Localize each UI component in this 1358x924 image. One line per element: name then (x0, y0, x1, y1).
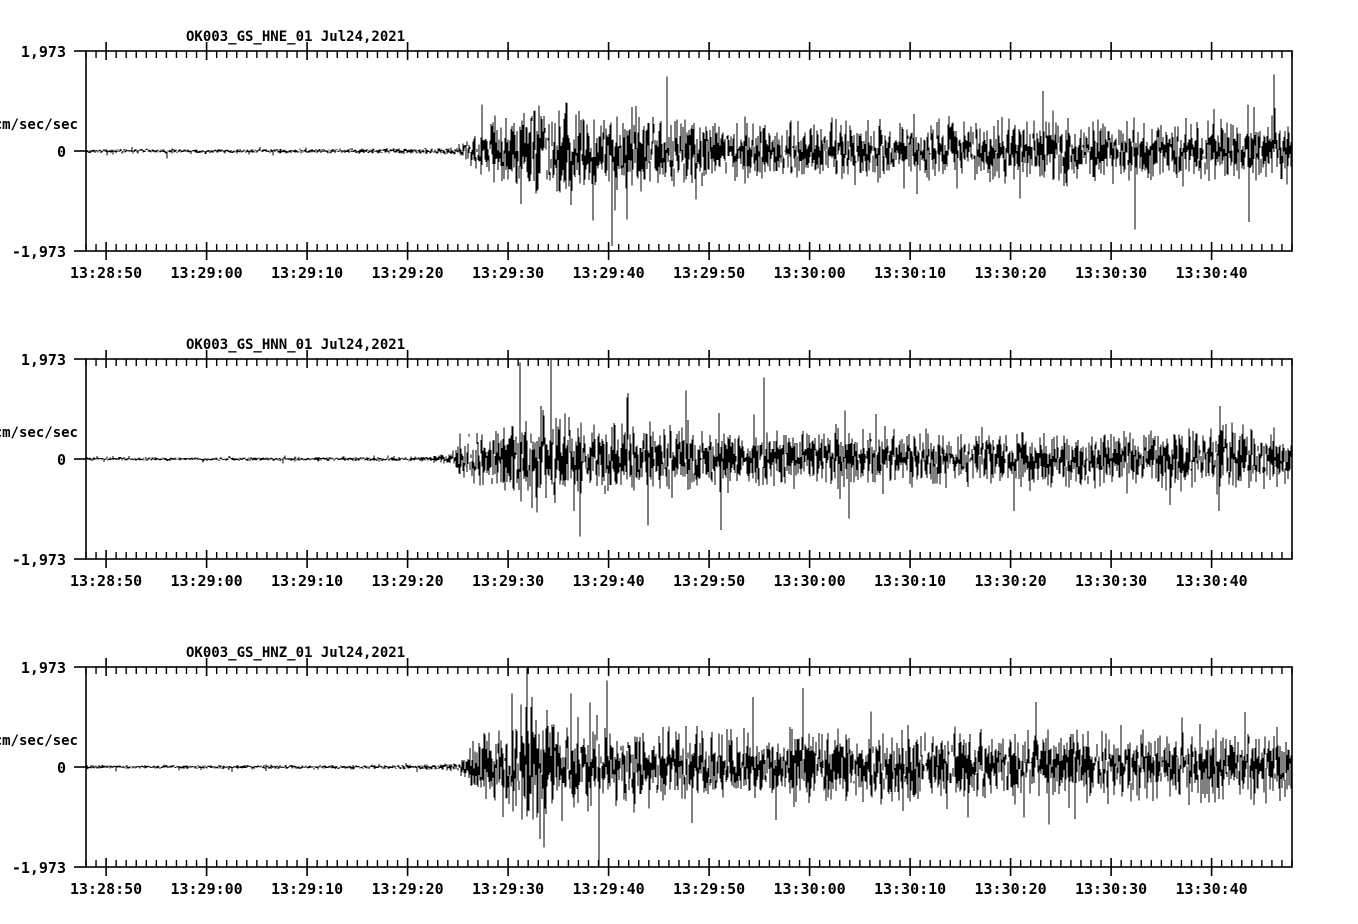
x-tick-label: 13:29:50 (673, 264, 745, 282)
x-tick-label: 13:29:10 (271, 572, 343, 590)
x-tick-labels: 13:28:50 13:29:00 13:29:10 13:29:20 13:29:30… (70, 264, 1248, 282)
x-tick-label: 13:29:00 (170, 264, 242, 282)
x-tick-label: 13:28:50 (70, 572, 142, 590)
panel-hne-svg: 13:28:50 13:29:00 13:29:10 13:29:20 13:29:30… (0, 29, 1293, 282)
x-tick-label: 13:28:50 (70, 264, 142, 282)
y-zero-label: 0 (57, 451, 66, 469)
x-tick-label: 13:29:10 (271, 880, 343, 898)
y-axis-units: cm/sec/sec (0, 117, 78, 133)
x-axis-ticks (85, 42, 1293, 260)
x-tick-label: 13:29:30 (472, 572, 544, 590)
seismic-trace (85, 360, 1293, 537)
x-tick-label: 13:29:20 (371, 572, 443, 590)
waveform-panel-hne: 13:28:50 13:29:00 13:29:10 13:29:20 13:29:30… (0, 0, 1358, 308)
y-zero-label: 0 (57, 759, 66, 777)
x-tick-label: 13:30:30 (1075, 572, 1147, 590)
x-tick-label: 13:29:40 (572, 880, 644, 898)
x-tick-label: 13:29:40 (572, 572, 644, 590)
x-tick-label: 13:29:20 (371, 880, 443, 898)
x-tick-label: 13:29:20 (371, 264, 443, 282)
y-axis-units: cm/sec/sec (0, 425, 78, 441)
x-tick-label: 13:30:10 (874, 880, 946, 898)
x-tick-label: 13:28:50 (70, 880, 142, 898)
y-min-label: -1,973 (12, 859, 66, 877)
x-tick-label: 13:29:30 (472, 264, 544, 282)
y-axis-units: cm/sec/sec (0, 733, 78, 749)
y-axis-ticks (74, 50, 86, 252)
x-tick-labels: 13:28:50 13:29:00 13:29:10 13:29:20 13:29:30… (70, 572, 1248, 590)
y-min-label: -1,973 (12, 243, 66, 261)
x-tick-label: 13:30:20 (974, 880, 1046, 898)
waveform-panel-hnn: 13:28:50 13:29:00 13:29:10 13:29:20 13:29:30… (0, 308, 1358, 616)
plot-title: OK003_GS_HNE_01 Jul24,2021 (186, 29, 405, 45)
x-tick-label: 13:29:10 (271, 264, 343, 282)
y-max-label: 1,973 (21, 43, 66, 61)
x-tick-label: 13:30:30 (1075, 264, 1147, 282)
x-tick-label: 13:29:00 (170, 572, 242, 590)
y-max-label: 1,973 (21, 659, 66, 677)
y-max-label: 1,973 (21, 351, 66, 369)
y-zero-label: 0 (57, 143, 66, 161)
plot-title: OK003_GS_HNN_01 Jul24,2021 (186, 337, 405, 353)
x-tick-label: 13:30:00 (773, 572, 845, 590)
x-axis-ticks (85, 658, 1293, 876)
x-tick-label: 13:30:00 (773, 880, 845, 898)
plot-title: OK003_GS_HNZ_01 Jul24,2021 (186, 645, 405, 661)
x-tick-label: 13:30:10 (874, 264, 946, 282)
x-tick-label: 13:29:40 (572, 264, 644, 282)
y-axis-ticks (74, 666, 86, 868)
x-tick-label: 13:30:20 (974, 264, 1046, 282)
x-tick-labels: 13:28:50 13:29:00 13:29:10 13:29:20 13:29:30… (70, 880, 1248, 898)
x-tick-label: 13:30:10 (874, 572, 946, 590)
x-tick-label: 13:30:40 (1175, 264, 1247, 282)
x-tick-label: 13:30:30 (1075, 880, 1147, 898)
panel-hnn-svg: 13:28:50 13:29:00 13:29:10 13:29:20 13:29:30… (0, 337, 1293, 590)
x-tick-label: 13:30:20 (974, 572, 1046, 590)
panel-hnz-svg: 13:28:50 13:29:00 13:29:10 13:29:20 13:29:30… (0, 645, 1293, 898)
seismic-trace (85, 74, 1293, 246)
x-axis-ticks (85, 350, 1293, 568)
y-axis-ticks (74, 358, 86, 560)
x-tick-label: 13:29:00 (170, 880, 242, 898)
waveform-panel-hnz: 13:28:50 13:29:00 13:29:10 13:29:20 13:29:30… (0, 616, 1358, 924)
seismic-trace (85, 668, 1293, 866)
x-tick-label: 13:30:40 (1175, 880, 1247, 898)
x-tick-label: 13:29:30 (472, 880, 544, 898)
x-tick-label: 13:30:40 (1175, 572, 1247, 590)
y-min-label: -1,973 (12, 551, 66, 569)
x-tick-label: 13:29:50 (673, 880, 745, 898)
x-tick-label: 13:29:50 (673, 572, 745, 590)
x-tick-label: 13:30:00 (773, 264, 845, 282)
